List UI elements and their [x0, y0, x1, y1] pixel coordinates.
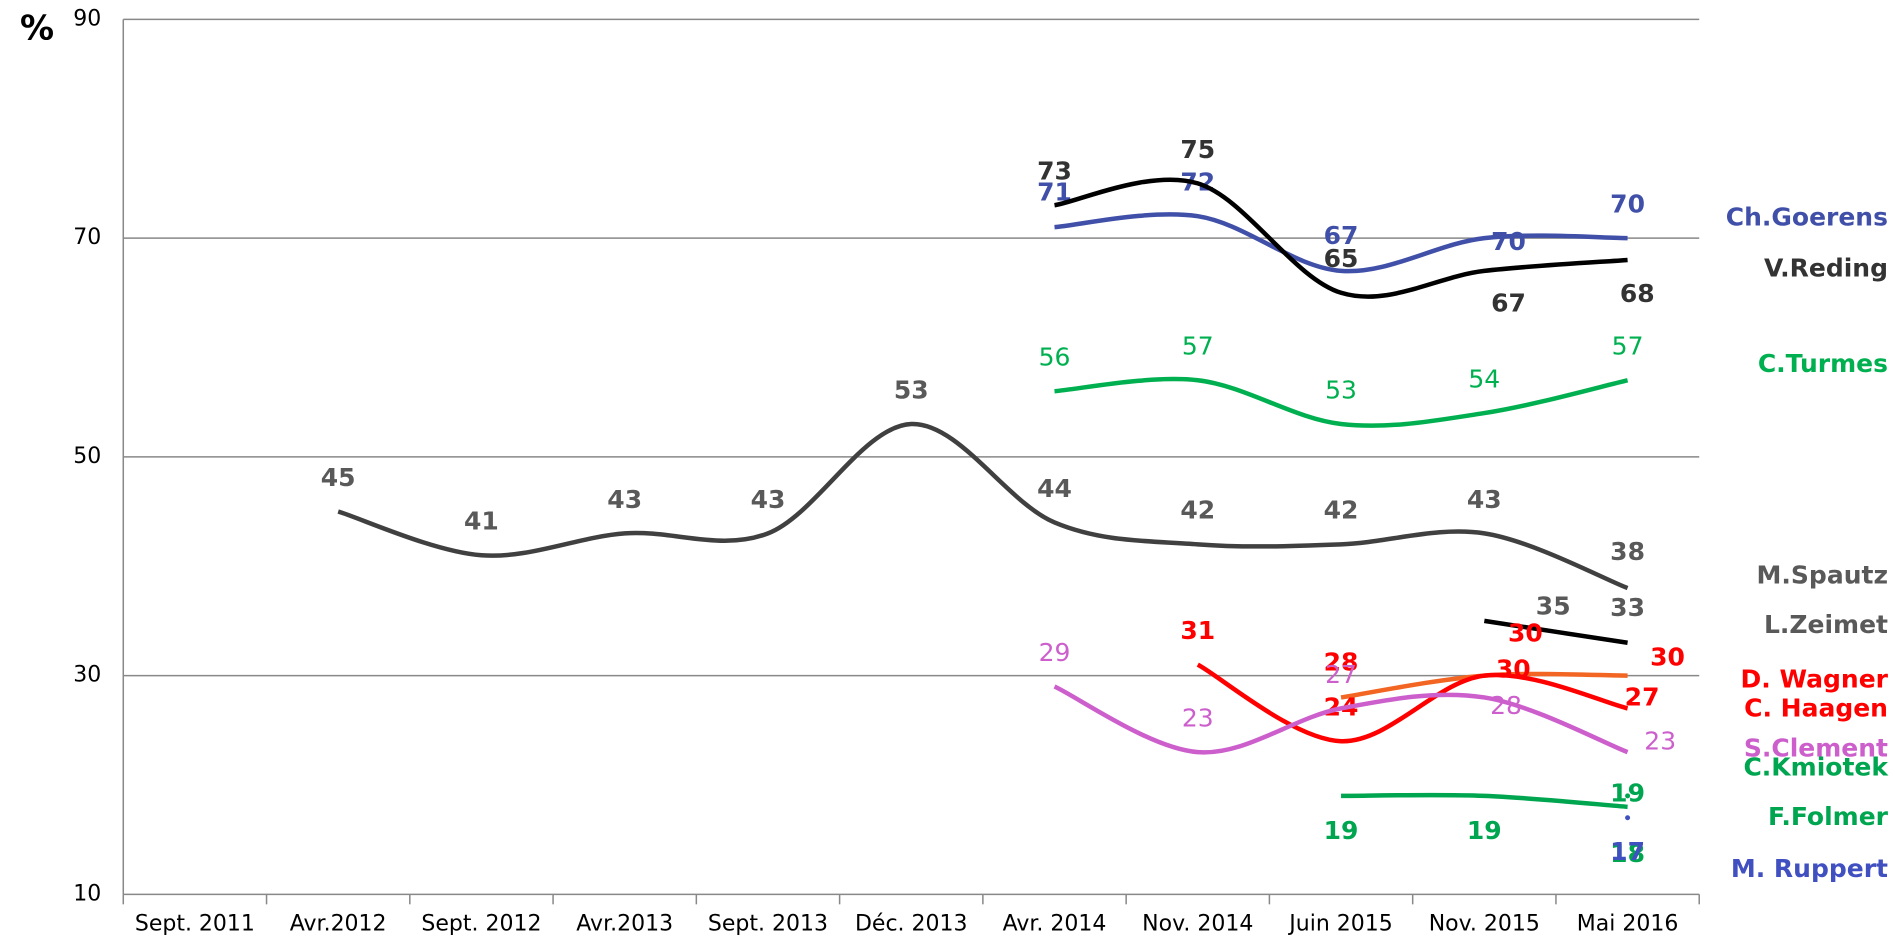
data-label: 53: [894, 375, 929, 404]
data-label: 28: [1324, 648, 1359, 677]
data-label: 43: [1467, 485, 1502, 514]
legend-label: Ch.Goerens: [1726, 203, 1888, 232]
legend-label: C. Haagen: [1744, 693, 1888, 722]
data-label: 17: [1610, 837, 1645, 866]
data-label: 38: [1610, 537, 1645, 566]
x-tick-label: Sept. 2012: [421, 911, 541, 936]
legend-label: M. Ruppert: [1731, 854, 1888, 883]
data-label: 43: [607, 485, 642, 514]
data-label: 42: [1180, 496, 1215, 525]
series-line: [337, 421, 1629, 591]
data-label: 44: [1037, 474, 1072, 503]
y-axis-label: %: [20, 9, 54, 49]
legend-label: F.Folmer: [1768, 802, 1889, 831]
x-tick-label: Avr. 2014: [1003, 911, 1107, 936]
x-tick-label: Nov. 2015: [1429, 911, 1540, 936]
data-label: 75: [1180, 135, 1215, 164]
data-label: 19: [1324, 816, 1359, 845]
data-label: 30: [1508, 618, 1543, 647]
series-line: [1483, 618, 1628, 645]
y-tick-label: 10: [73, 881, 101, 906]
data-label: 27: [1625, 683, 1660, 712]
x-tick-label: Sept. 2011: [135, 911, 255, 936]
x-tick-label: Mai 2016: [1577, 911, 1679, 936]
data-label: 73: [1037, 157, 1072, 186]
legend-label: L.Zeimet: [1764, 610, 1888, 639]
data-label: 19: [1467, 816, 1502, 845]
series-line: [1054, 177, 1628, 299]
legend-label: M.Spautz: [1757, 560, 1888, 589]
data-label: 29: [1039, 638, 1071, 667]
data-label: 27: [1325, 660, 1357, 689]
data-label: 68: [1620, 279, 1655, 308]
data-label: 53: [1325, 375, 1357, 404]
x-tick-label: Sept. 2013: [708, 911, 828, 936]
y-tick-label: 90: [73, 6, 101, 31]
x-tick-label: Nov. 2014: [1142, 911, 1253, 936]
data-label: 30: [1496, 655, 1531, 684]
data-label: 23: [1644, 726, 1676, 755]
series-line: [1196, 662, 1629, 744]
data-label: 42: [1324, 496, 1359, 525]
y-tick-label: 50: [73, 444, 101, 469]
legend-label: D. Wagner: [1741, 664, 1889, 693]
series-line: [1341, 792, 1628, 810]
data-label: 18: [1610, 839, 1645, 868]
data-label: 67: [1324, 221, 1359, 250]
legend-label: S.Clement: [1744, 733, 1888, 762]
series-line: [1054, 376, 1629, 428]
data-label: 33: [1610, 593, 1645, 622]
data-label: 65: [1324, 244, 1359, 273]
data-label: 70: [1610, 189, 1645, 218]
x-tick-label: Avr.2013: [576, 911, 673, 936]
data-label: 31: [1180, 616, 1215, 645]
data-label: 57: [1612, 332, 1644, 361]
data-label: 57: [1182, 332, 1214, 361]
legend-label: C.Turmes: [1758, 349, 1888, 378]
y-tick-label: 30: [73, 663, 101, 688]
series-line: [1054, 212, 1628, 274]
data-label: 70: [1491, 227, 1526, 256]
data-label: 35: [1536, 592, 1571, 621]
series-line: [1053, 684, 1629, 755]
x-tick-label: Déc. 2013: [855, 911, 968, 936]
x-tick-label: Avr.2012: [290, 911, 387, 936]
data-label: 30: [1650, 643, 1685, 672]
data-label: 41: [464, 507, 499, 536]
data-label: 45: [321, 463, 356, 492]
data-label: 19: [1610, 779, 1645, 808]
data-label: 28: [1490, 691, 1522, 720]
data-label: 56: [1039, 343, 1071, 372]
legend-label: C.Kmiotek: [1743, 753, 1889, 782]
series-point: [1625, 793, 1631, 799]
x-tick-label: Juin 2015: [1287, 911, 1392, 936]
data-label: 43: [751, 485, 786, 514]
y-tick-label: 70: [73, 225, 101, 250]
data-label: 67: [1491, 289, 1526, 318]
legend-label: V.Reding: [1764, 254, 1888, 283]
data-label: 23: [1182, 704, 1214, 733]
data-label: 54: [1468, 364, 1500, 393]
series-point: [1625, 815, 1631, 821]
